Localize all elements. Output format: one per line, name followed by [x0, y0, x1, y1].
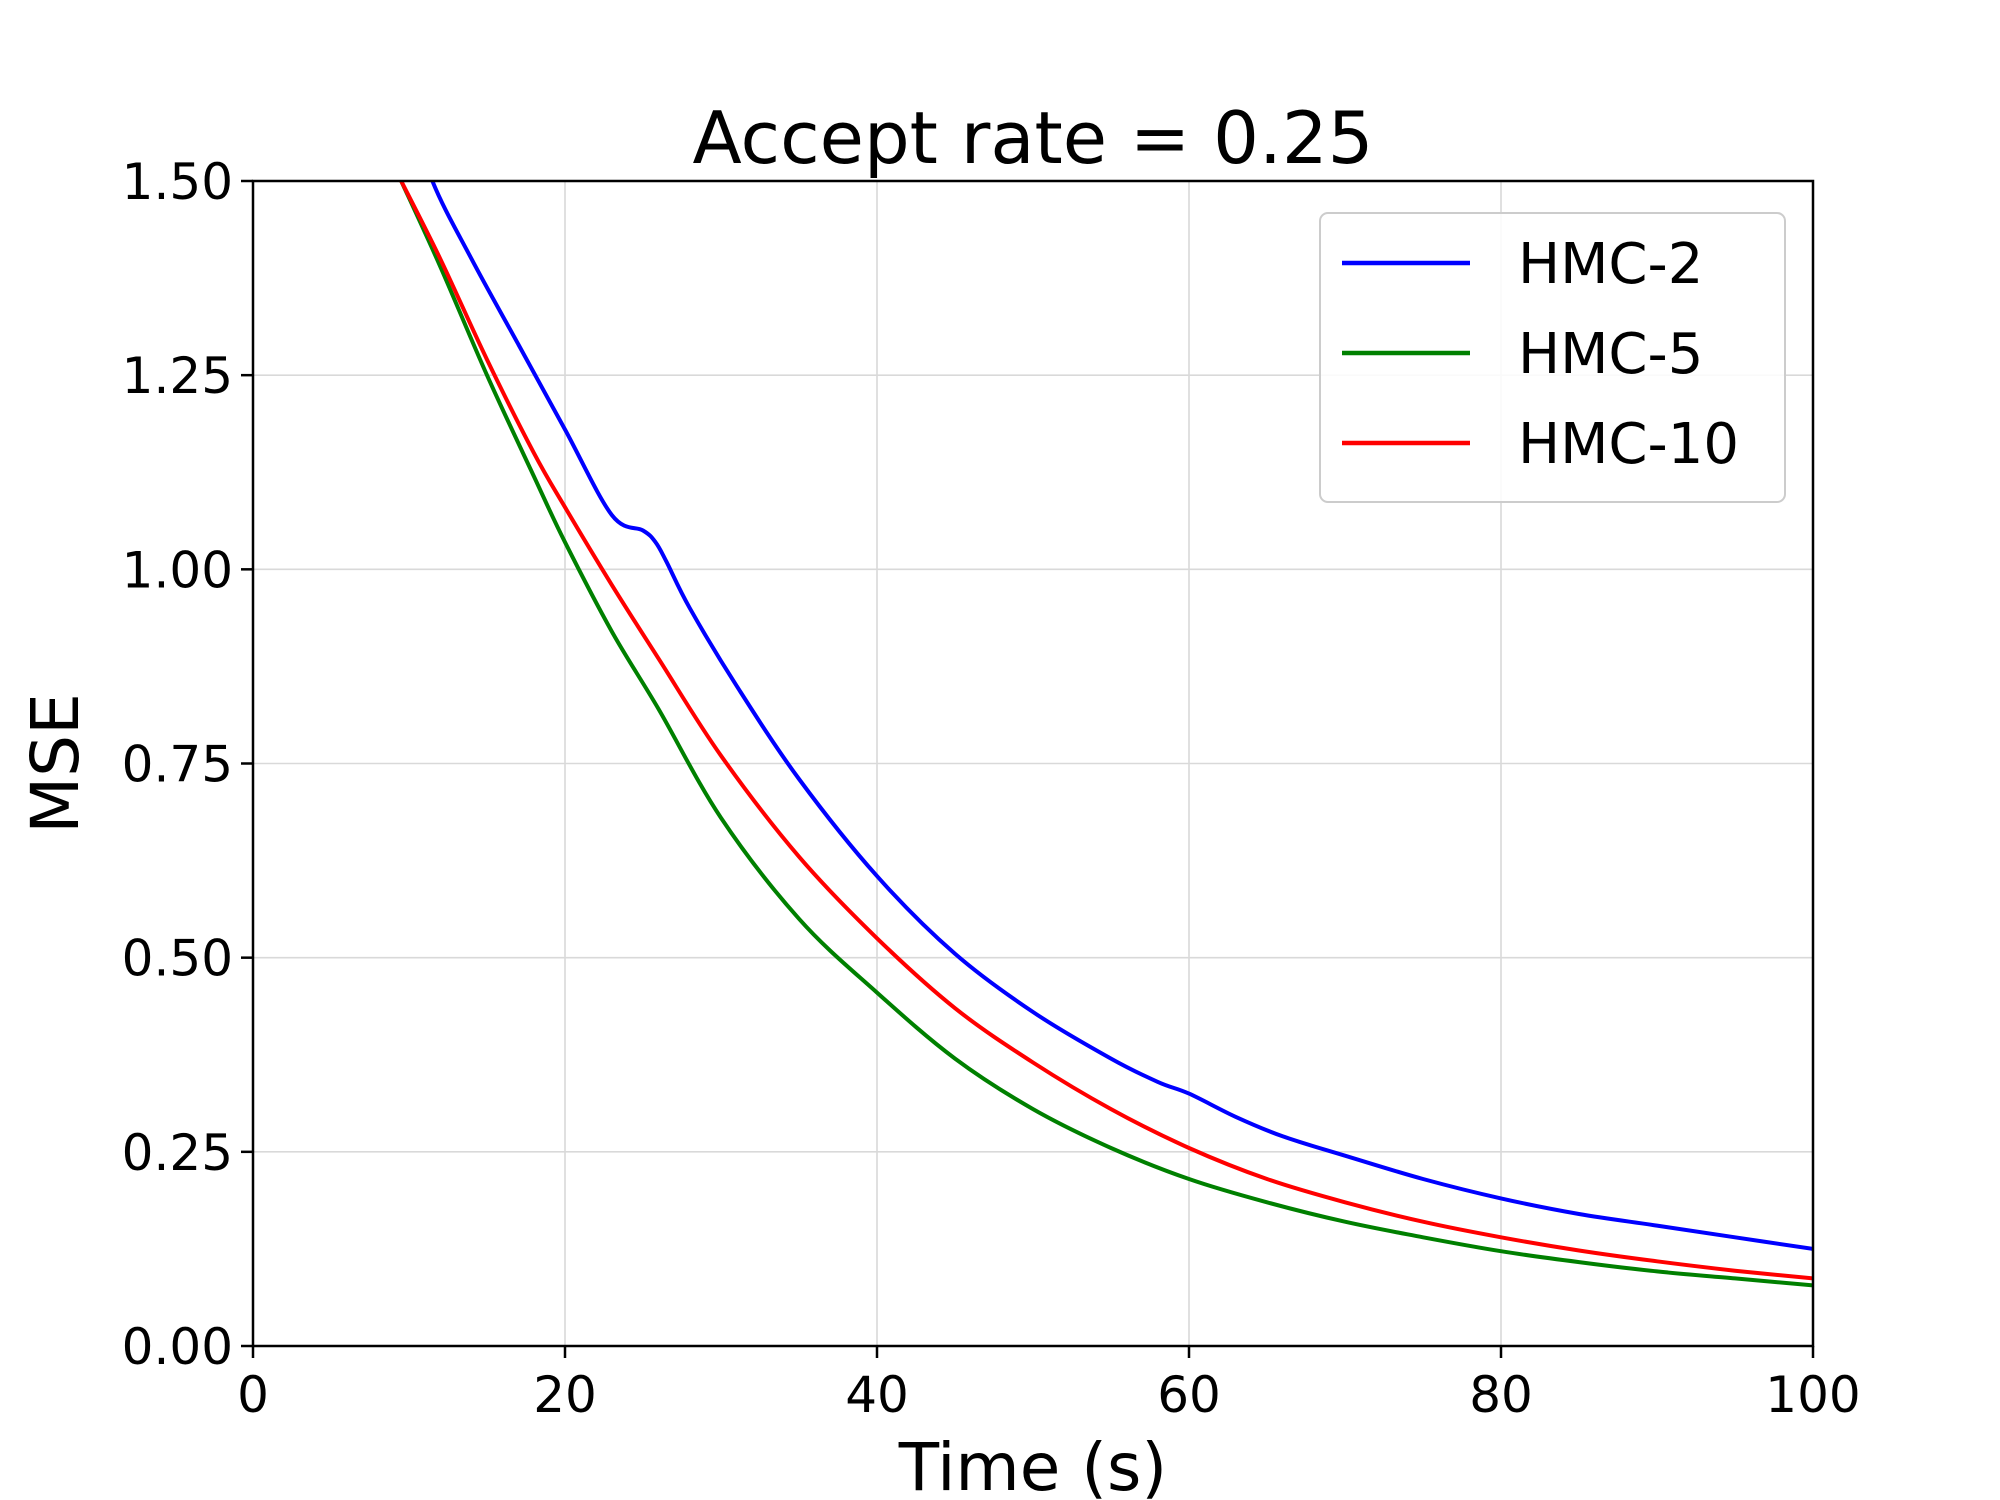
- y-axis-label: MSE: [17, 693, 94, 834]
- chart-title: Accept rate = 0.25: [693, 96, 1374, 180]
- legend: HMC-2 HMC-5 HMC-10: [1319, 212, 1786, 503]
- y-tick-label: 0.25: [122, 1124, 233, 1182]
- axis-ticks: 0 20 40 60 80 100 0.00 0.25 0.50 0.75 1.00 1.25 1.50: [122, 153, 1861, 1424]
- series-line-hmc-2: [430, 181, 1813, 1251]
- legend-label: HMC-5: [1518, 322, 1703, 387]
- x-tick-label: 100: [1765, 1366, 1860, 1424]
- y-tick-label: 0.00: [122, 1318, 233, 1376]
- y-tick-label: 0.75: [122, 736, 233, 794]
- y-tick-label: 1.25: [122, 347, 233, 405]
- legend-box: [1319, 212, 1786, 503]
- x-axis-label: Time (s): [898, 1429, 1167, 1500]
- legend-label: HMC-10: [1518, 412, 1739, 477]
- y-tick-label: 1.50: [122, 153, 233, 211]
- series-line-hmc-5: [399, 181, 1813, 1288]
- x-tick-label: 0: [237, 1366, 269, 1424]
- x-tick-label: 80: [1469, 1366, 1533, 1424]
- x-tick-label: 40: [845, 1366, 909, 1424]
- series-lines: [399, 181, 1813, 1288]
- x-tick-label: 60: [1157, 1366, 1221, 1424]
- legend-label: HMC-2: [1518, 232, 1703, 297]
- series-line-hmc-10: [399, 181, 1813, 1281]
- y-tick-label: 1.00: [122, 541, 233, 599]
- x-tick-label: 20: [533, 1366, 597, 1424]
- y-tick-label: 0.50: [122, 930, 233, 988]
